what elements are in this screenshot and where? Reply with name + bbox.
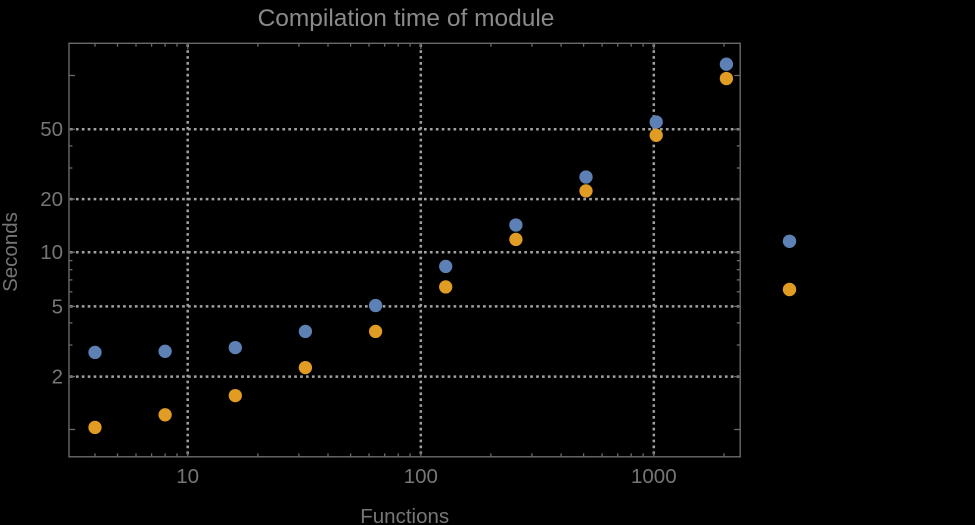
svg-text:Functions: Functions <box>360 505 449 525</box>
svg-text:Compilation time of module: Compilation time of module <box>258 5 555 32</box>
svg-text:50: 50 <box>40 118 63 141</box>
svg-text:5: 5 <box>52 295 63 318</box>
svg-text:1000: 1000 <box>631 465 677 488</box>
svg-text:Seconds: Seconds <box>0 212 22 292</box>
svg-text:10: 10 <box>176 465 199 488</box>
svg-text:10: 10 <box>40 241 63 264</box>
svg-text:2: 2 <box>52 366 63 389</box>
svg-text:100: 100 <box>404 465 438 488</box>
svg-text:20: 20 <box>40 188 63 211</box>
